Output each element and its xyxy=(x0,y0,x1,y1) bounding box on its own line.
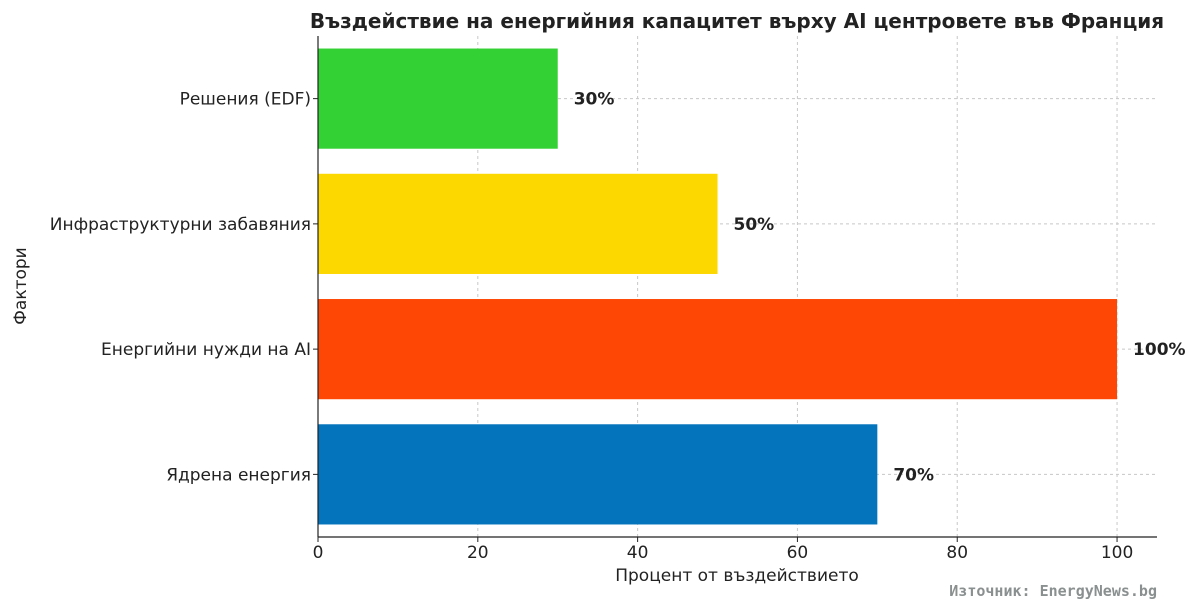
x-tick-label: 100 xyxy=(1101,543,1133,563)
x-tick-label: 80 xyxy=(946,543,968,563)
axes xyxy=(317,36,1157,538)
data-labels: 70% 100% 50% 30% xyxy=(574,90,1186,486)
data-label: 50% xyxy=(734,215,775,235)
data-label: 70% xyxy=(893,465,934,485)
y-tick-label: Ядрена енергия xyxy=(166,465,311,485)
chart-title: Въздействие на енергийния капацитет върх… xyxy=(310,9,1164,33)
x-tick-label: 0 xyxy=(313,543,324,563)
bar xyxy=(318,48,558,149)
x-tick-label: 20 xyxy=(467,543,489,563)
data-label: 100% xyxy=(1133,340,1186,360)
x-tick-label: 60 xyxy=(787,543,809,563)
data-label: 30% xyxy=(574,90,615,110)
source-note: Източник: EnergyNews.bg xyxy=(949,582,1157,600)
bars xyxy=(318,48,1118,525)
bar xyxy=(318,424,878,525)
y-tick-label: Енергийни нужди на AI xyxy=(101,340,311,360)
y-tick-label: Решения (EDF) xyxy=(180,90,311,110)
x-axis-label: Процент от въздействието xyxy=(615,566,859,586)
bar xyxy=(318,299,1118,400)
x-tick-label: 40 xyxy=(627,543,649,563)
ticks: 0 20 40 60 80 100 Ядрена енергия Енергийни нужд… xyxy=(50,90,1134,563)
y-tick-label: Инфраструктурни забавяния xyxy=(50,215,311,235)
bar xyxy=(318,173,718,274)
y-axis-label: Фактори xyxy=(11,247,31,324)
